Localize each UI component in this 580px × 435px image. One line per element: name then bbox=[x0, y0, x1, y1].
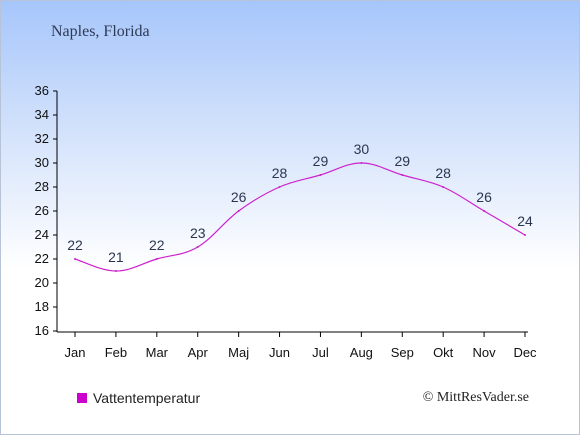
y-tick-label: 26 bbox=[35, 203, 49, 218]
data-label: 23 bbox=[190, 225, 206, 241]
y-tick-label: 28 bbox=[35, 179, 49, 194]
series-line bbox=[74, 162, 526, 272]
data-label: 24 bbox=[517, 213, 533, 229]
x-tick-label: Nov bbox=[473, 345, 497, 360]
legend-swatch bbox=[77, 393, 87, 403]
y-tick-label: 16 bbox=[35, 323, 49, 338]
x-tick-label: Jan bbox=[65, 345, 86, 360]
y-tick-label: 24 bbox=[35, 227, 49, 242]
data-label: 28 bbox=[272, 165, 288, 181]
x-tick-label: Jun bbox=[269, 345, 290, 360]
data-label: 22 bbox=[149, 237, 165, 253]
y-tick-label: 18 bbox=[35, 299, 49, 314]
data-point bbox=[74, 258, 76, 260]
x-tick-label: Jul bbox=[312, 345, 329, 360]
series-marks: 22 21 22 23 26 28 29 30 29 28 26 24 bbox=[67, 141, 533, 272]
y-tick-label: 36 bbox=[35, 83, 49, 98]
y-tick-label: 30 bbox=[35, 155, 49, 170]
data-label: 30 bbox=[354, 141, 370, 157]
data-label: 29 bbox=[313, 153, 329, 169]
data-point bbox=[442, 186, 445, 188]
x-tick-label: Maj bbox=[228, 345, 249, 360]
data-point bbox=[237, 210, 240, 212]
data-label: 22 bbox=[67, 237, 83, 253]
x-tick-label: Aug bbox=[350, 345, 373, 360]
data-point bbox=[114, 270, 117, 272]
x-tick-label: Sep bbox=[391, 345, 414, 360]
data-point bbox=[483, 210, 486, 212]
legend: Vattentemperatur bbox=[77, 390, 200, 406]
data-label: 28 bbox=[435, 165, 451, 181]
y-tick-label: 32 bbox=[35, 131, 49, 146]
data-point bbox=[196, 246, 199, 248]
data-label: 26 bbox=[476, 189, 492, 205]
data-point bbox=[319, 174, 322, 176]
data-point bbox=[360, 162, 363, 164]
x-tick-label: Apr bbox=[188, 345, 209, 360]
data-label: 26 bbox=[231, 189, 247, 205]
x-tick-label: Okt bbox=[433, 345, 454, 360]
y-tick-label: 20 bbox=[35, 275, 49, 290]
data-point bbox=[524, 234, 526, 236]
x-tick-label: Dec bbox=[513, 345, 537, 360]
chart-title: Naples, Florida bbox=[51, 23, 150, 40]
data-label: 29 bbox=[394, 153, 410, 169]
credit-text: © MittResVader.se bbox=[422, 390, 529, 405]
data-point bbox=[155, 258, 158, 260]
data-point bbox=[401, 174, 404, 176]
y-tick-label: 34 bbox=[35, 107, 49, 122]
y-tick-label: 22 bbox=[35, 251, 49, 266]
data-point bbox=[278, 186, 281, 188]
legend-label: Vattentemperatur bbox=[93, 390, 201, 406]
axes: 16 18 20 22 24 26 28 30 32 34 36 Jan Feb Mar Apr Maj Jun… bbox=[35, 83, 538, 360]
x-tick-label: Feb bbox=[105, 345, 127, 360]
data-label: 21 bbox=[108, 249, 124, 265]
x-tick-label: Mar bbox=[146, 345, 169, 360]
